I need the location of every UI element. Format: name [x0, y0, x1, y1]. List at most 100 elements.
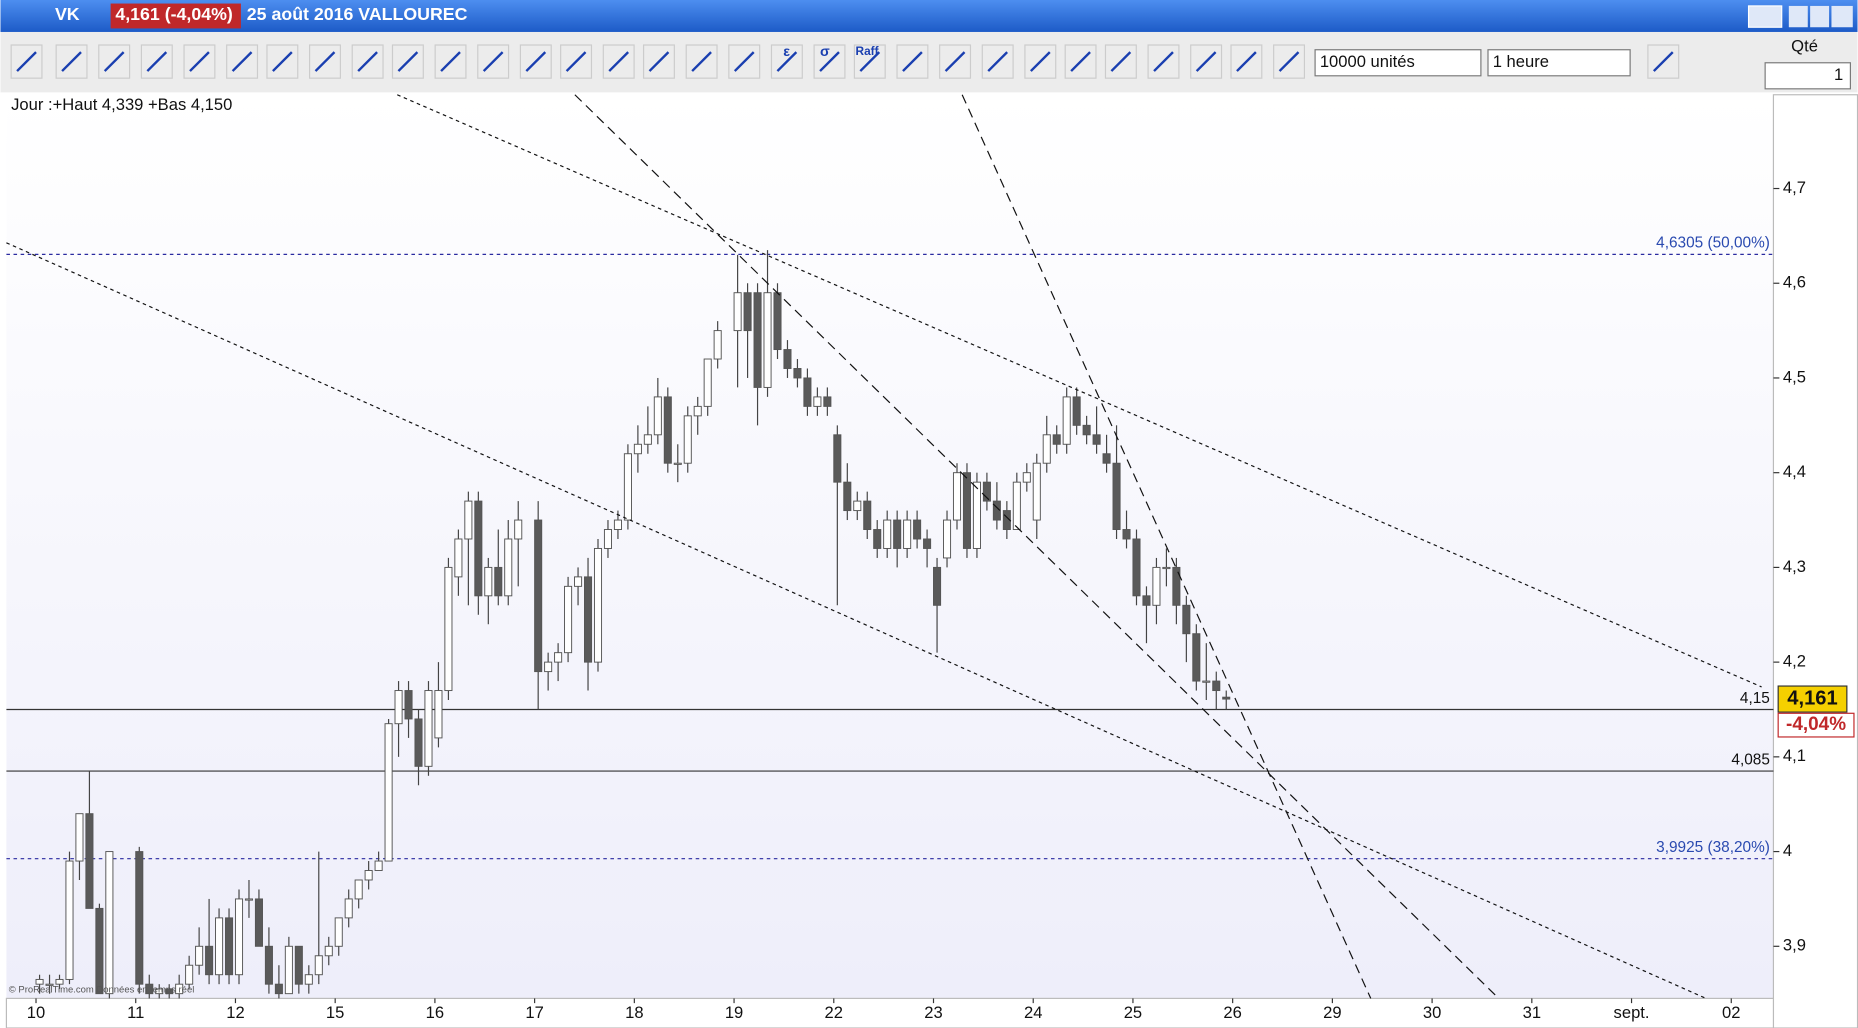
tool-button[interactable]	[226, 44, 259, 79]
candle-body	[1082, 424, 1091, 436]
candle-body	[643, 434, 652, 445]
symbol: VK	[55, 4, 80, 24]
candle-body	[65, 860, 74, 980]
tool-button[interactable]	[770, 44, 803, 79]
tool-button[interactable]	[1230, 44, 1263, 79]
trend-line	[6, 242, 1707, 999]
tool-button[interactable]	[477, 44, 510, 79]
trend-line	[396, 94, 1762, 688]
candle-body	[175, 983, 184, 995]
candle-body	[284, 945, 293, 995]
candle-body	[254, 898, 263, 947]
candle-body	[982, 481, 991, 502]
tool-button[interactable]	[813, 44, 846, 79]
tool-button[interactable]	[602, 44, 635, 79]
candle-body	[923, 538, 932, 549]
x-tick-label: 23	[924, 1003, 942, 1022]
candle-body	[1172, 566, 1181, 606]
candle-body	[424, 690, 433, 767]
tool-glyph	[1195, 51, 1217, 72]
candle-body	[394, 690, 403, 725]
tool-button[interactable]	[1147, 44, 1180, 79]
tool-label: ε	[783, 44, 790, 60]
tool-button[interactable]	[1104, 44, 1137, 79]
candle-body	[354, 879, 363, 900]
tool-button[interactable]	[642, 44, 675, 79]
tool-button[interactable]	[391, 44, 424, 79]
tool-button[interactable]	[1190, 44, 1223, 79]
period-select-text: 1 heure	[1493, 52, 1549, 71]
tool-button[interactable]	[1273, 44, 1306, 79]
tool-button[interactable]	[560, 44, 593, 79]
tool-button[interactable]	[728, 44, 761, 79]
tool-button[interactable]	[939, 44, 972, 79]
candle-body	[942, 519, 952, 559]
tool-glyph	[146, 51, 168, 72]
footer: © ProRealTime.com Données en temps réel	[9, 985, 195, 996]
tool-label: σ	[820, 44, 830, 60]
tool-button[interactable]	[309, 44, 341, 79]
candle-body	[155, 988, 164, 995]
tool-button[interactable]	[266, 44, 299, 79]
candle-body	[763, 292, 772, 388]
candle-body	[623, 453, 632, 521]
tool-button[interactable]	[10, 44, 43, 79]
quantity-select[interactable]	[1314, 49, 1482, 77]
candle-body	[783, 349, 792, 369]
tool-button[interactable]	[853, 44, 886, 79]
tool-glyph	[733, 51, 755, 72]
candle-body	[733, 292, 742, 332]
tool-button[interactable]	[896, 44, 929, 79]
tool-button[interactable]	[183, 44, 216, 79]
candle-body	[933, 566, 942, 606]
close-button[interactable]	[1831, 5, 1853, 28]
tool-button[interactable]	[1647, 44, 1680, 79]
tool-button[interactable]	[1064, 44, 1097, 79]
candle-body	[1012, 481, 1021, 530]
x-tick-label: 15	[326, 1003, 344, 1022]
tool-button[interactable]	[1024, 44, 1057, 79]
candle-body	[1142, 595, 1151, 606]
candle-body	[95, 907, 104, 995]
candle-body	[893, 519, 902, 549]
tool-glyph	[1153, 51, 1174, 72]
candle-body	[1192, 633, 1201, 682]
x-tick-label: 12	[226, 1003, 244, 1022]
window-button[interactable]	[1747, 5, 1783, 28]
candle-body	[324, 945, 333, 957]
candle-body	[274, 983, 283, 995]
tool-glyph	[902, 51, 923, 72]
tool-button[interactable]	[519, 44, 552, 79]
candle-body	[603, 529, 613, 549]
period-select[interactable]	[1487, 49, 1631, 77]
trend-line	[961, 94, 1372, 999]
tool-button[interactable]	[140, 44, 173, 79]
minimize-button[interactable]	[1788, 5, 1808, 28]
tool-glyph	[357, 51, 378, 72]
change-box	[1777, 712, 1855, 738]
candle-body	[793, 368, 802, 379]
y-tick-label: 4,4	[1783, 462, 1806, 481]
tool-label: Raff	[856, 44, 879, 58]
tool-button[interactable]	[55, 44, 88, 79]
change-label: -4,04%	[1786, 714, 1846, 735]
tool-glyph	[987, 51, 1009, 72]
tool-glyph	[1652, 51, 1674, 72]
tool-button[interactable]	[434, 44, 467, 79]
candle-body	[464, 500, 473, 540]
candle-body	[494, 566, 503, 597]
candle-body	[683, 415, 692, 464]
maximize-button[interactable]	[1810, 5, 1830, 28]
candle-body	[1022, 472, 1031, 483]
qty-input[interactable]	[1764, 62, 1852, 90]
candle-body	[374, 860, 383, 871]
candle-body	[1092, 434, 1101, 445]
tool-button[interactable]	[98, 44, 131, 79]
tool-button[interactable]	[981, 44, 1014, 79]
tool-button[interactable]	[351, 44, 384, 79]
candle-body	[364, 870, 373, 881]
level-label: 4,15	[1740, 690, 1770, 707]
tool-button[interactable]	[685, 44, 718, 79]
candle-body	[1222, 696, 1231, 700]
